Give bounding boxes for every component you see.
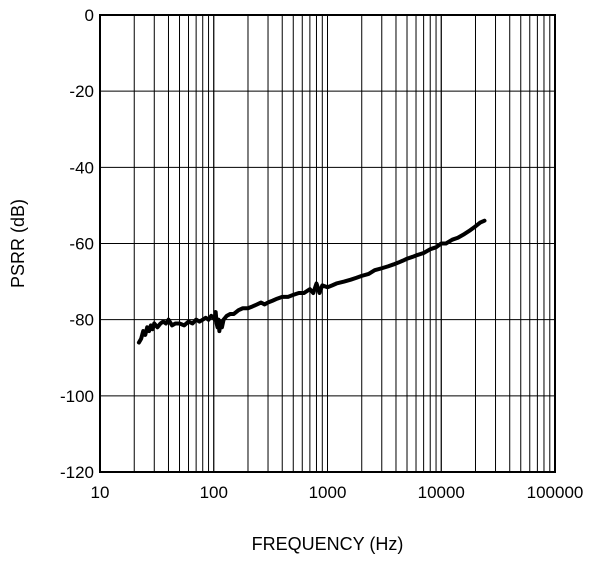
- y-tick-label: -80: [69, 311, 94, 330]
- y-tick-label: -20: [69, 82, 94, 101]
- x-tick-label: 100: [200, 483, 228, 502]
- y-tick-labels: 0 -20 -40 -60 -80 -100 -120: [60, 6, 94, 482]
- x-tick-labels: 10 100 1000 10000 100000: [91, 483, 584, 502]
- psrr-series-line: [136, 218, 487, 345]
- y-tick-label: -40: [69, 158, 94, 177]
- plot-frame: [99, 14, 556, 473]
- y-tick-label: -60: [69, 235, 94, 254]
- grid: [99, 14, 556, 473]
- x-tick-label: 10: [91, 483, 110, 502]
- series-layer: [136, 218, 487, 345]
- x-tick-label: 1000: [309, 483, 347, 502]
- y-axis-label: PSRR (dB): [8, 199, 28, 288]
- y-tick-label: -120: [60, 463, 94, 482]
- x-tick-label: 10000: [418, 483, 465, 502]
- x-axis-label: FREQUENCY (Hz): [252, 534, 404, 554]
- y-tick-label: -100: [60, 387, 94, 406]
- y-tick-label: 0: [85, 6, 94, 25]
- x-tick-label: 100000: [527, 483, 584, 502]
